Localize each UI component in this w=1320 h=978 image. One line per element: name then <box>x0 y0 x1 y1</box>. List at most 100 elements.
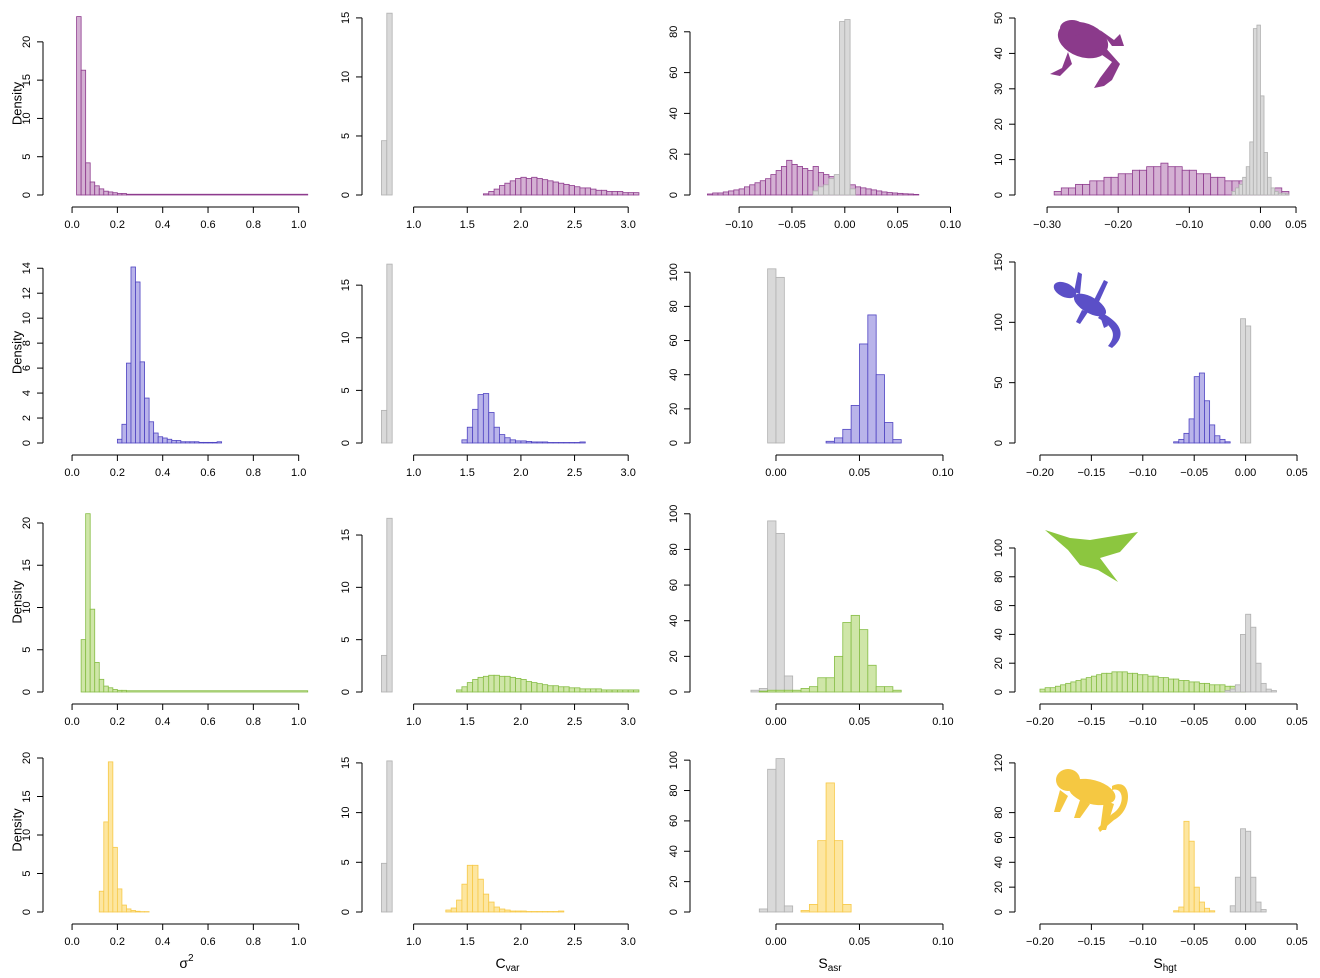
histogram-bar <box>1274 191 1279 196</box>
histogram-bar <box>611 191 618 196</box>
histogram-bar <box>823 184 830 196</box>
x-tick-label: 0.6 <box>200 467 215 479</box>
histogram-bar <box>1188 418 1195 444</box>
histogram-bar <box>386 760 393 913</box>
histogram-bar <box>461 686 468 693</box>
y-tick-label: 40 <box>668 845 680 857</box>
histogram-bar <box>126 908 132 913</box>
y-tick-label: 15 <box>21 74 33 86</box>
x-tick-label: 0.00 <box>765 467 786 479</box>
x-tick-label: 0.05 <box>849 936 870 948</box>
y-tick-label: 0 <box>340 909 352 915</box>
histogram-bar <box>1196 173 1204 196</box>
histogram-bar <box>875 374 885 444</box>
histogram-bar <box>98 678 105 693</box>
y-tick-label: 10 <box>993 153 1005 165</box>
histogram-bar <box>1132 672 1139 693</box>
histogram-bar <box>1147 675 1154 693</box>
y-tick-label: 40 <box>668 369 680 381</box>
histogram-bar <box>1181 169 1190 196</box>
histogram-bar <box>493 426 500 444</box>
x-tick-label: 0.05 <box>849 716 870 728</box>
histogram-bar <box>515 178 522 196</box>
histogram-bar <box>1054 685 1061 693</box>
histogram-bar <box>633 192 640 196</box>
y-tick-label: 40 <box>993 856 1005 868</box>
x-tick-label: 0.4 <box>155 467 170 479</box>
x-tick-label: 0.4 <box>155 219 170 231</box>
histogram-bar <box>1263 152 1268 196</box>
histogram-bar <box>622 689 629 693</box>
x-tick-label: 0.05 <box>1286 467 1307 479</box>
histogram-bar <box>584 187 592 196</box>
histogram-bar <box>1229 905 1236 913</box>
x-tick-label: 0.00 <box>1235 936 1256 948</box>
histogram-bar <box>552 181 559 196</box>
histogram-bar <box>1132 169 1140 196</box>
histogram-bar <box>477 878 484 913</box>
histogram-bar <box>808 904 819 913</box>
histogram-bar <box>116 689 123 693</box>
x-tick-label: 1.0 <box>291 219 306 231</box>
histogram-bar <box>842 622 852 693</box>
y-tick-label: 10 <box>21 312 33 324</box>
histogram-bar <box>98 188 105 196</box>
histogram-bar <box>194 441 200 444</box>
x-tick-label: 0.05 <box>849 467 870 479</box>
histogram-bar <box>1178 438 1185 444</box>
histogram-bar <box>477 394 484 444</box>
histogram-bar <box>860 187 867 196</box>
x-tick-label: −0.05 <box>1180 467 1208 479</box>
x-tick-label: 0.2 <box>110 936 125 948</box>
histogram-bar <box>80 639 87 693</box>
histogram-bar <box>504 182 511 196</box>
histogram-bar <box>139 361 145 444</box>
histogram-bar <box>1267 176 1272 196</box>
y-tick-label: 50 <box>993 377 1005 389</box>
histogram-bar <box>482 193 490 196</box>
histogram-bar <box>558 442 565 444</box>
histogram-bar <box>1250 876 1257 913</box>
histogram-bar <box>456 689 463 693</box>
histogram-bar <box>1260 95 1265 196</box>
histogram-bar <box>509 180 516 196</box>
histogram-bar <box>786 159 793 196</box>
y-tick-label: 4 <box>21 390 33 396</box>
histogram-bar <box>515 440 522 444</box>
y-tick-label: 5 <box>340 387 352 393</box>
histogram-bar <box>859 343 869 444</box>
x-tick-label: 0.00 <box>834 219 855 231</box>
histogram-bar <box>1234 684 1241 693</box>
histogram-bar <box>153 432 159 444</box>
x-tick-label: 1.0 <box>406 936 421 948</box>
x-tick-label: 0.0 <box>64 716 79 728</box>
x-axis-label-sub: asr <box>828 963 843 974</box>
histogram-bar <box>482 393 490 444</box>
histogram-bar <box>1146 166 1155 196</box>
histogram-bar <box>842 904 852 913</box>
histogram-bar <box>482 893 490 913</box>
histogram-bar <box>525 441 533 444</box>
x-tick-label: 0.4 <box>155 936 170 948</box>
histogram-bar <box>520 679 527 693</box>
histogram-bar <box>579 688 586 693</box>
y-tick-label: 30 <box>993 83 1005 95</box>
y-tick-label: 60 <box>668 579 680 591</box>
histogram-bar <box>121 423 127 444</box>
x-tick-label: −0.05 <box>1180 936 1208 948</box>
histogram-bar <box>733 189 740 196</box>
histogram-bar <box>466 682 474 693</box>
y-tick-label: 15 <box>340 529 352 541</box>
y-tick-label: 10 <box>340 581 352 593</box>
histogram-bar <box>1242 176 1247 196</box>
histogram-bar <box>493 674 500 693</box>
histogram-bar <box>1198 901 1205 913</box>
histogram-bar <box>472 679 479 693</box>
x-tick-label: −0.30 <box>1033 219 1061 231</box>
y-tick-label: 100 <box>668 751 680 769</box>
x-tick-label: 0.05 <box>887 219 908 231</box>
y-tick-label: 5 <box>21 870 33 876</box>
histogram-bar <box>98 890 105 913</box>
y-tick-label: 50 <box>993 12 1005 24</box>
histogram-bar <box>499 185 506 196</box>
